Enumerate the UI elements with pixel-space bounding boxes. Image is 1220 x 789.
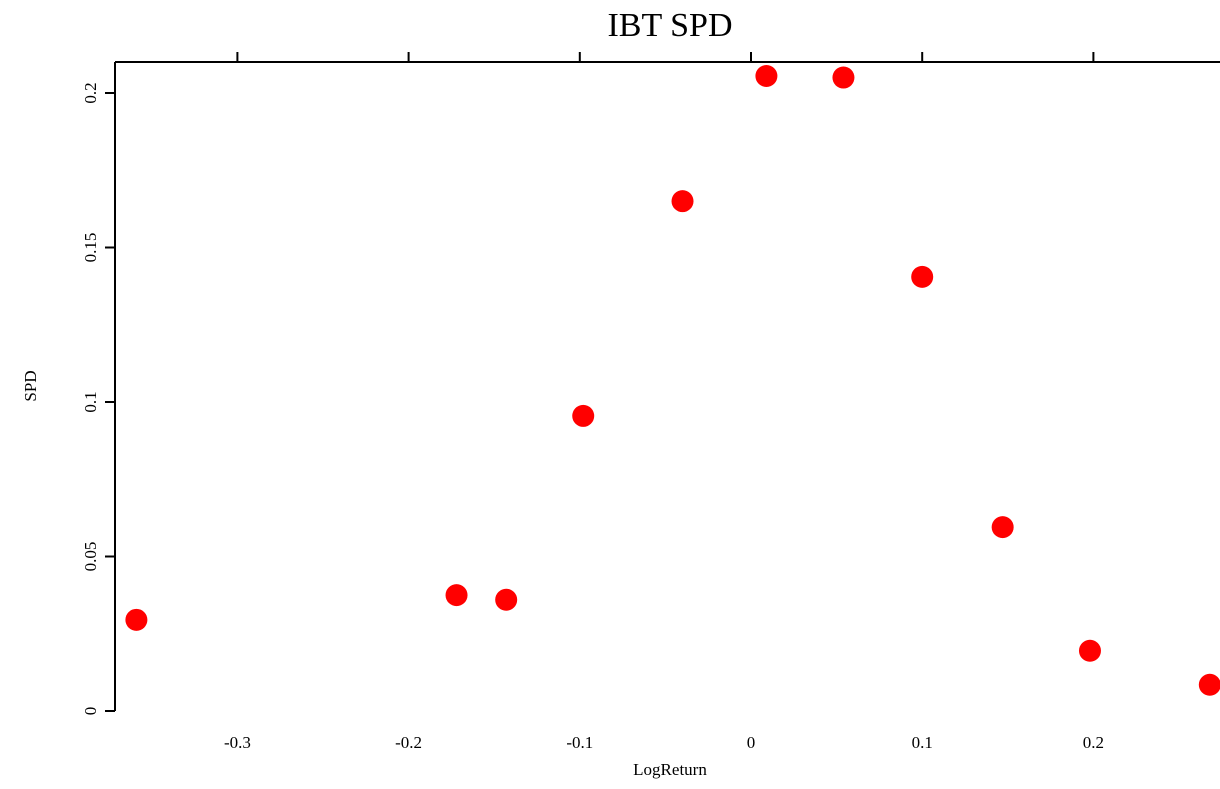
y-tick-label: 0.05: [81, 542, 100, 572]
data-point: [572, 404, 595, 427]
data-point: [1198, 673, 1220, 696]
data-point: [495, 588, 518, 611]
data-points: [125, 65, 1220, 696]
y-tick-label: 0.2: [81, 82, 100, 103]
x-tick-label: 0.2: [1083, 733, 1104, 752]
x-tick-label: -0.2: [395, 733, 422, 752]
x-tick-label: -0.3: [224, 733, 251, 752]
x-axis-ticks: -0.3 -0.2 -0.1 0 0.1 0.2: [224, 52, 1104, 752]
data-point: [125, 608, 148, 631]
data-point: [671, 190, 694, 213]
data-point: [445, 584, 468, 607]
y-tick-label: 0.1: [81, 391, 100, 412]
x-axis-label: LogReturn: [633, 760, 707, 779]
chart-title: IBT SPD: [607, 7, 732, 44]
y-axis-label: SPD: [21, 370, 40, 401]
y-tick-label: 0.15: [81, 233, 100, 263]
x-tick-label: -0.1: [566, 733, 593, 752]
data-point: [991, 516, 1014, 539]
data-point: [1078, 639, 1101, 662]
y-tick-label: 0: [81, 707, 100, 716]
x-tick-label: 0: [747, 733, 756, 752]
data-point: [832, 66, 855, 89]
data-point: [755, 65, 778, 88]
y-axis-ticks: 0 0.05 0.1 0.15 0.2: [81, 82, 115, 715]
x-tick-label: 0.1: [912, 733, 933, 752]
data-point: [911, 265, 934, 288]
